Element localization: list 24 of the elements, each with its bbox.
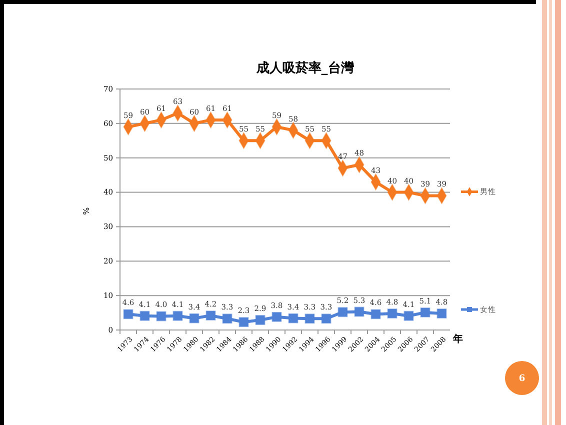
point (436, 308, 447, 318)
point (140, 310, 150, 321)
point (123, 309, 134, 320)
point (189, 313, 200, 324)
point (156, 311, 166, 322)
point (222, 314, 232, 324)
point (321, 314, 332, 324)
point (304, 314, 315, 324)
y-axis-title: % (82, 206, 91, 215)
point (354, 306, 364, 317)
chart-title: 成人吸菸率_台灣 (255, 60, 355, 76)
point (370, 309, 381, 320)
text: 6 (518, 374, 526, 384)
x-axis-title: 年 (452, 333, 463, 345)
point (206, 310, 216, 321)
point (272, 312, 282, 322)
point (255, 315, 266, 325)
point (420, 307, 430, 318)
point (172, 310, 183, 321)
point (238, 317, 249, 328)
point (404, 310, 414, 321)
point (338, 307, 348, 318)
point (387, 308, 398, 318)
point (288, 313, 298, 324)
